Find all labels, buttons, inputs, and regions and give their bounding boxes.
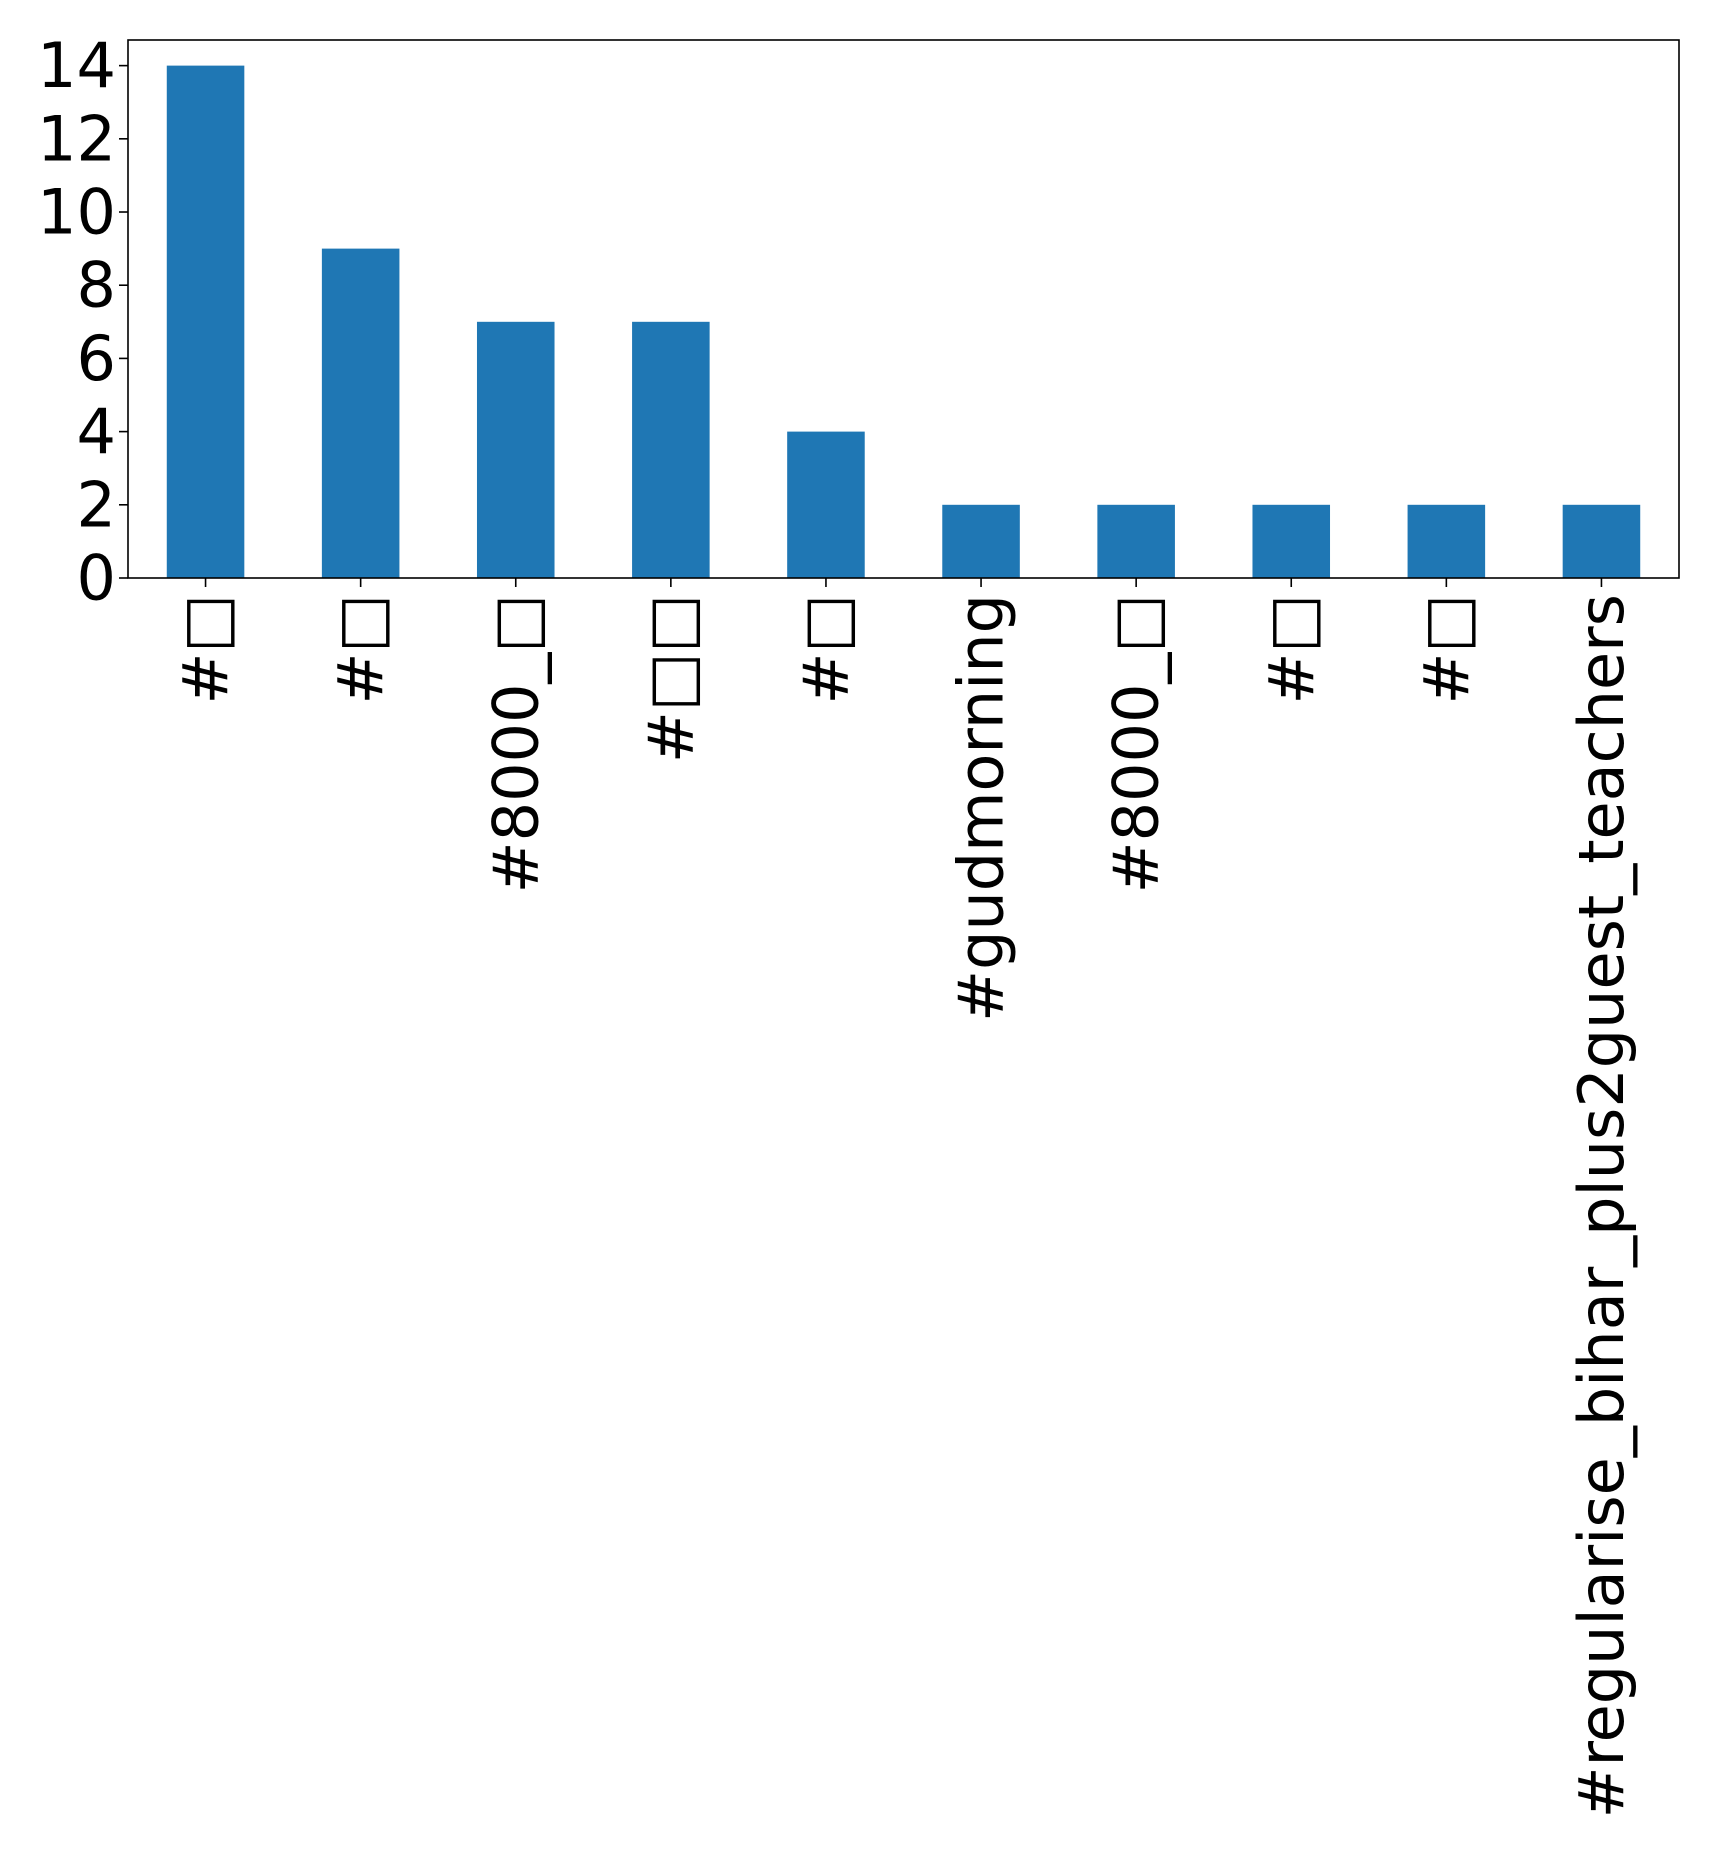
y-tick-label: 14 (37, 29, 116, 102)
bar-5 (942, 504, 1020, 578)
x-tick-label: #□ (324, 594, 397, 705)
x-tick-label: #□□ (634, 594, 707, 763)
x-tick-label: #□ (789, 594, 862, 705)
bars-group (166, 65, 1641, 579)
x-tick-label: #□ (1255, 594, 1328, 705)
y-tick-label: 8 (77, 249, 116, 322)
y-tick-label: 0 (77, 542, 116, 615)
bar-8 (1407, 504, 1486, 578)
bar-9 (1562, 504, 1641, 578)
bar-2 (476, 321, 555, 578)
x-tick-label: #regularise_bihar_plus2guest_teachers (1565, 594, 1638, 1818)
x-tick-label: #□ (169, 594, 242, 705)
x-tick-label: #gudmorning (945, 594, 1018, 1022)
y-tick-label: 4 (77, 395, 116, 468)
bar-6 (1097, 504, 1175, 578)
x-axis: #□ #□ #8000_□ #□□ #□ #gudmorning #8000_□ #□ #□ #r… (169, 578, 1638, 1818)
bar-1 (321, 248, 400, 578)
x-tick-label: #8000_□ (479, 594, 552, 893)
bar-0 (166, 65, 245, 579)
axes-frame (127, 39, 1680, 579)
bar-3 (632, 321, 710, 578)
x-tick-label: #□ (1410, 594, 1483, 705)
y-tick-label: 6 (77, 322, 116, 395)
x-tick-label: #8000_□ (1100, 594, 1173, 893)
y-tick-label: 12 (37, 102, 116, 175)
bar-4 (787, 431, 865, 578)
bar-7 (1252, 504, 1331, 578)
y-tick-label: 10 (37, 176, 116, 249)
y-tick-label: 2 (77, 468, 116, 541)
